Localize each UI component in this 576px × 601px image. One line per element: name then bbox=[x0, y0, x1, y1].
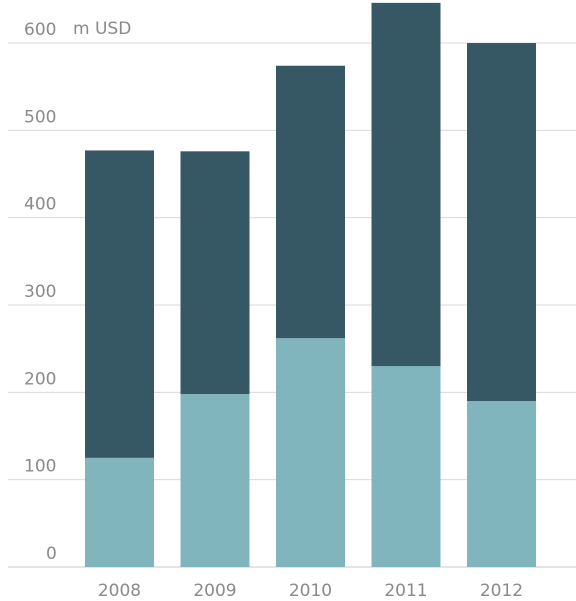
y-tick-label-300: 300 bbox=[24, 282, 56, 302]
y-axis-unit-label: m USD bbox=[73, 19, 131, 39]
bar-2009-segment-2 bbox=[180, 151, 250, 395]
x-tick-label-2010: 2010 bbox=[289, 581, 332, 601]
bar-2008-segment-1 bbox=[85, 457, 154, 567]
bars bbox=[85, 2, 536, 567]
bar-2011-segment-2 bbox=[371, 2, 441, 367]
y-tick-label-0: 0 bbox=[46, 544, 57, 564]
y-tick-label-200: 200 bbox=[24, 369, 56, 389]
bar-2011-segment-1 bbox=[371, 366, 441, 567]
bar-2010-segment-1 bbox=[276, 338, 345, 567]
bar-2010-segment-2 bbox=[276, 65, 345, 339]
bar-2012-segment-2 bbox=[467, 43, 536, 402]
y-tick-label-100: 100 bbox=[24, 457, 56, 477]
bar-2009-segment-1 bbox=[180, 394, 250, 567]
bar-2012-segment-1 bbox=[467, 401, 536, 567]
bar-2008-segment-2 bbox=[85, 150, 154, 458]
y-tick-label-500: 500 bbox=[24, 107, 56, 127]
y-axis-ticks: 0 100 200 300 400 500 600 bbox=[24, 20, 57, 564]
x-tick-label-2012: 2012 bbox=[480, 581, 523, 601]
x-axis-ticks: 2008 2009 2010 2011 2012 bbox=[98, 581, 523, 601]
x-tick-label-2008: 2008 bbox=[98, 581, 141, 601]
x-tick-label-2009: 2009 bbox=[193, 581, 236, 601]
y-tick-label-400: 400 bbox=[24, 195, 56, 215]
y-tick-label-600: 600 bbox=[24, 20, 56, 40]
x-tick-label-2011: 2011 bbox=[384, 581, 427, 601]
